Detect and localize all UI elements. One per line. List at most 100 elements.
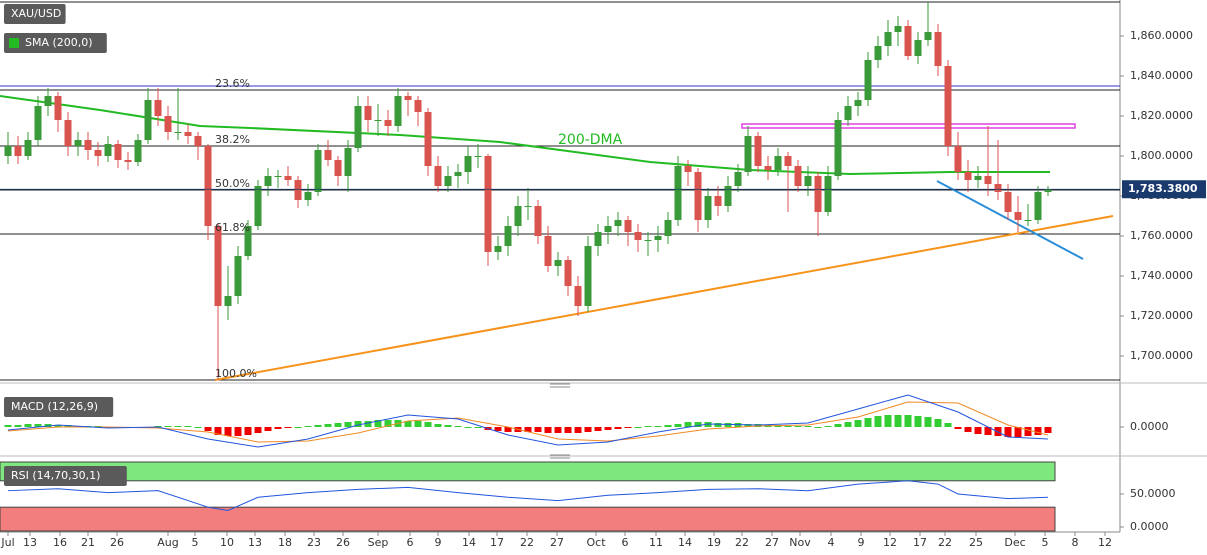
histogram-bar (1034, 427, 1042, 435)
histogram-bar (964, 427, 972, 432)
last-price-box (1122, 180, 1206, 199)
histogram-bar (784, 426, 792, 427)
candle-body (574, 286, 582, 306)
candle-body (264, 176, 272, 186)
candle-body (184, 132, 192, 136)
candle-body (114, 144, 122, 160)
x-tick-label: 5 (1042, 536, 1049, 549)
candle-body (734, 172, 742, 186)
histogram-bar (304, 426, 312, 427)
candle-body (224, 296, 232, 306)
legend-box (4, 4, 66, 24)
histogram-bar (384, 420, 392, 427)
legend-swatch (9, 38, 19, 48)
candle-body (694, 172, 702, 220)
x-tick-label: 11 (649, 536, 663, 549)
oversold-band (0, 506, 1056, 532)
candle-body (364, 106, 372, 120)
candle-body (774, 156, 782, 170)
fib-label: 50.0% (215, 177, 250, 190)
histogram-bar (494, 427, 502, 431)
candle-body (584, 246, 592, 306)
candle-body (44, 96, 52, 106)
candle-body (534, 206, 542, 236)
x-tick-label: 12 (883, 536, 897, 549)
x-tick-label: 17 (913, 536, 927, 549)
candle-body (794, 166, 802, 186)
histogram-bar (184, 426, 192, 427)
histogram-bar (984, 427, 992, 435)
histogram-bar (914, 416, 922, 427)
candle-body (454, 172, 462, 176)
candle-body (704, 196, 712, 220)
candle-body (304, 192, 312, 200)
annotation: 200-DMA (558, 132, 623, 148)
histogram-bar (864, 418, 872, 427)
candle-body (784, 156, 792, 166)
fib-label: 23.6% (215, 77, 250, 90)
y-tick-label: 1,700.0000 (1130, 349, 1193, 362)
panel-handle[interactable] (550, 383, 570, 388)
histogram-bar (854, 420, 862, 427)
histogram-bar (694, 422, 702, 427)
x-tick-label: 19 (707, 536, 721, 549)
x-tick-label: 16 (53, 536, 67, 549)
candle-body (284, 176, 292, 180)
candle-body (154, 100, 162, 116)
x-tick-label: 6 (407, 536, 414, 549)
x-tick-label: 27 (550, 536, 564, 549)
candle-body (4, 146, 12, 156)
x-tick-label: 22 (938, 536, 952, 549)
histogram-bar (434, 424, 442, 427)
candle-body (384, 120, 392, 126)
x-tick-label: Jul (0, 536, 14, 549)
candle-body (594, 232, 602, 246)
candle-body (624, 220, 632, 232)
fib-label: 100.0% (215, 367, 257, 380)
histogram-bar (34, 424, 42, 427)
candle-body (524, 206, 532, 207)
histogram-bar (534, 427, 542, 432)
candle-body (444, 176, 452, 186)
histogram-bar (824, 426, 832, 427)
histogram-bar (804, 426, 812, 427)
candle-body (194, 136, 202, 146)
histogram-bar (874, 416, 882, 427)
candle-body (804, 176, 812, 186)
candle-body (664, 220, 672, 236)
histogram-bar (284, 427, 292, 428)
histogram-bar (624, 427, 632, 428)
histogram-bar (814, 427, 822, 428)
histogram-bar (554, 427, 562, 433)
histogram-bar (634, 427, 642, 428)
candle-body (84, 140, 92, 150)
candle-body (504, 226, 512, 246)
candle-body (1024, 220, 1032, 221)
x-tick-label: Oct (586, 536, 606, 549)
candle-body (1044, 189, 1052, 192)
candle-body (1034, 192, 1042, 220)
candle-body (464, 156, 472, 172)
histogram-bar (904, 415, 912, 427)
x-tick-label: Nov (789, 536, 811, 549)
histogram-bar (504, 427, 512, 432)
panel-handle[interactable] (550, 454, 570, 459)
candle-body (14, 146, 22, 156)
histogram-bar (334, 423, 342, 427)
candle-body (554, 260, 562, 266)
x-tick-label: 8 (1072, 536, 1079, 549)
x-tick-label: Dec (1004, 536, 1025, 549)
candle-body (314, 150, 322, 192)
histogram-bar (414, 421, 422, 427)
histogram-bar (594, 427, 602, 431)
candle-body (54, 96, 62, 120)
candle-body (404, 96, 412, 100)
x-tick-label: 5 (192, 536, 199, 549)
candle-body (164, 116, 172, 132)
candle-body (944, 66, 952, 146)
histogram-bar (844, 422, 852, 427)
candle-body (234, 256, 242, 296)
x-tick-label: 14 (462, 536, 476, 549)
histogram-bar (574, 427, 582, 433)
candle-body (324, 150, 332, 160)
